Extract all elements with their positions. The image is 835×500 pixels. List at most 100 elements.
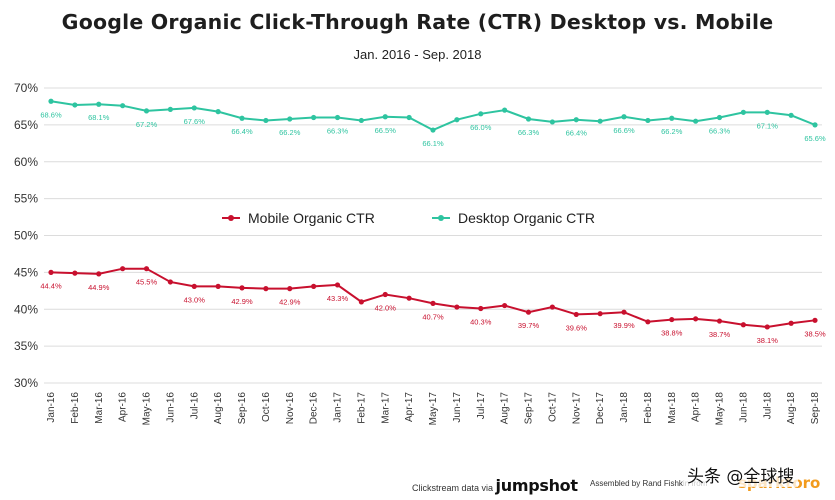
data-label: 66.6% [613,126,635,135]
data-point [454,304,460,310]
data-point [430,300,436,306]
data-point [430,127,436,133]
data-label: 42.9% [279,298,301,307]
y-tick-label: 55% [14,192,38,206]
source-credit: Clickstream data via jumpshot [412,476,578,495]
data-label: 39.9% [613,321,635,330]
x-tick-label: Aug-17 [500,392,511,425]
x-tick-label: Jul-16 [189,392,200,420]
data-label: 66.4% [566,129,588,138]
x-tick-label: Mar-17 [380,392,391,424]
x-tick-label: Apr-16 [118,392,129,422]
series-desktop: 68.6% 68.1% 67.2% 67.6% 66.4% 66.2% 66.3% 66.5%… [40,98,826,148]
x-tick-label: Jan-17 [333,392,344,423]
grid-lines [44,87,822,384]
data-point [167,279,173,285]
data-point [334,114,341,121]
data-label: 45.5% [136,278,158,287]
data-point [502,302,508,309]
legend-label: Desktop Organic CTR [458,210,595,226]
data-point [812,122,818,128]
jumpshot-logo: jumpshot [495,476,578,495]
data-label: 44.4% [40,281,62,290]
data-point [669,115,675,121]
x-tick-label: Feb-18 [643,392,654,424]
data-point [740,322,746,328]
x-tick-label: Dec-16 [309,392,320,425]
source-prefix: Clickstream data via [412,483,494,493]
data-point [72,102,78,108]
data-point [120,266,126,272]
data-point [454,117,460,123]
data-point [382,291,388,298]
x-tick-label: May-18 [715,392,726,426]
data-point [358,117,364,124]
x-tick-label: Jul-17 [476,392,487,420]
data-point [406,114,412,121]
data-label: 66.4% [231,127,253,136]
data-point [263,117,269,124]
data-point [358,299,364,305]
x-tick-label: Feb-17 [356,392,367,424]
data-point [549,304,555,310]
data-label: 67.1% [757,121,779,130]
x-tick-label: Nov-16 [285,392,296,425]
x-tick-label: Oct-17 [547,392,558,422]
data-point [764,324,770,330]
data-label: 40.3% [470,318,492,327]
data-label: 68.1% [88,113,110,122]
data-point [311,283,317,289]
data-label: 39.6% [566,323,588,332]
data-point [191,283,197,289]
series-group: 44.4% 44.9% 45.5% 43.0% 42.9% 42.9% 43.3% 42.0%… [40,98,826,345]
data-label: 66.3% [709,127,731,136]
x-tick-label: Mar-18 [667,392,678,424]
x-tick-label: Jan-16 [46,392,57,423]
data-label: 67.2% [136,120,158,129]
y-tick-label: 35% [14,339,38,353]
data-point [48,269,54,275]
x-tick-label: Sep-16 [237,392,248,425]
data-point [621,114,627,120]
y-tick-label: 40% [14,302,38,316]
data-point [645,117,651,124]
data-label: 66.3% [518,128,540,137]
data-point [72,270,78,276]
data-point [549,119,555,125]
data-label: 38.7% [709,330,731,339]
data-point [382,114,388,120]
data-label: 43.0% [184,295,206,304]
data-point [740,109,746,115]
x-tick-label: May-17 [428,392,439,426]
y-tick-label: 45% [14,265,38,279]
data-label: 65.6% [804,134,826,143]
data-point [693,316,699,322]
x-tick-label: May-16 [142,392,153,426]
legend-item-mobile: Mobile Organic CTR [222,210,375,226]
y-tick-label: 30% [14,376,38,390]
data-point [143,108,150,114]
x-axis-ticks: Jan-16 Feb-16 Mar-16 Apr-16 May-16 Jun-16 Jul-… [46,392,821,426]
x-tick-label: Jun-17 [452,392,463,423]
chart-subtitle: Jan. 2016 - Sep. 2018 [353,47,482,62]
data-label: 38.1% [757,336,779,345]
chart-title: Google Organic Click-Through Rate (CTR) … [61,10,774,34]
data-point [716,318,723,324]
data-label: 66.1% [422,139,444,148]
data-point [287,286,293,292]
x-tick-label: Apr-18 [691,392,702,422]
data-point [669,316,675,323]
legend-item-desktop: Desktop Organic CTR [432,210,595,226]
x-tick-label: Nov-17 [571,392,582,425]
x-tick-label: Jun-18 [738,392,749,423]
data-point [645,319,651,325]
data-point [191,105,197,111]
x-tick-label: Mar-16 [94,392,105,424]
y-tick-label: 70% [14,81,38,95]
x-tick-label: Dec-17 [595,392,606,425]
legend-swatch-dot [228,215,234,221]
data-point [239,115,245,121]
data-point [215,283,221,289]
data-point [716,114,723,121]
